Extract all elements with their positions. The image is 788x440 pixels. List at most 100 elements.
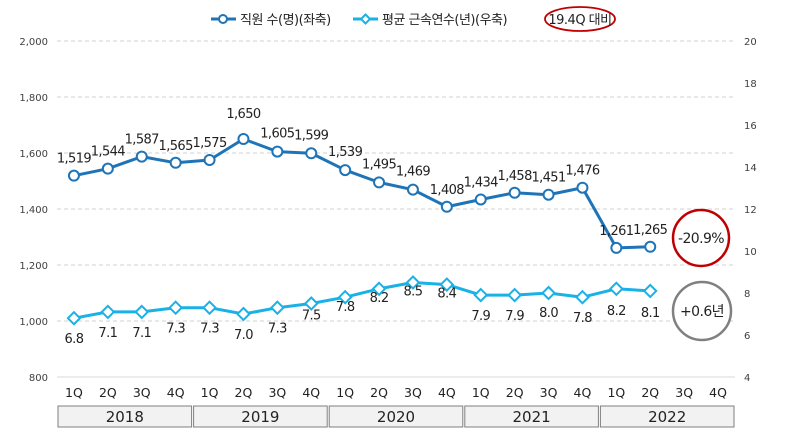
tenure-marker [439, 277, 455, 293]
employees-marker [339, 164, 352, 177]
tenure-marker [303, 296, 319, 311]
legend-employees-marker [218, 14, 228, 24]
tenure-marker [168, 300, 184, 316]
quarter-label: 4Q [574, 385, 592, 400]
tenure-marker [100, 304, 116, 320]
tenure-marker [575, 289, 590, 305]
employees-data-label: 1,261 [599, 224, 634, 239]
employees-data-label: 1,565 [159, 139, 194, 154]
tenure-marker [134, 304, 150, 320]
employees-data-label: 1,650 [226, 107, 261, 122]
tenure-marker [202, 300, 217, 316]
employees-data-label: 1,495 [362, 157, 397, 172]
left-tick-label: 2,000 [19, 37, 48, 48]
tenure-change-label: +0.6년 [680, 304, 724, 320]
right-tick-label: 16 [744, 121, 757, 132]
left-axis: 2,000 1,800 1,600 1,400 1,200 1,000 800 [19, 37, 48, 384]
employees-data-label: 1,408 [430, 183, 465, 198]
year-label: 2019 [241, 408, 279, 426]
year-box [599, 405, 735, 428]
quarter-label: 3Q [675, 385, 693, 400]
left-tick-label: 800 [29, 373, 48, 384]
quarter-label: 3Q [133, 385, 151, 400]
employees-data-label: 1,469 [396, 165, 431, 180]
quarter-label: 4Q [167, 385, 185, 400]
employees-marker [135, 150, 148, 163]
employees-marker [610, 241, 623, 254]
employees-marker [203, 154, 216, 166]
tenure-marker [269, 300, 285, 316]
employees-marker [440, 200, 453, 213]
employees-marker [237, 133, 250, 145]
tenure-data-label: 8.2 [370, 291, 389, 306]
tenure-data-label: 8.1 [641, 306, 660, 321]
gridlines [57, 40, 735, 378]
tenure-marker [507, 287, 523, 303]
tenure-data-label: 6.8 [65, 332, 84, 347]
quarter-label: 4Q [438, 385, 456, 400]
quarter-label: 4Q [709, 385, 727, 400]
tenure-marker [608, 281, 624, 297]
employees-data-label: 1,476 [565, 164, 600, 179]
year-label: 2021 [513, 408, 551, 426]
quarter-label: 2Q [235, 385, 253, 400]
employees-data-label: 1,575 [192, 136, 227, 151]
employees-data-label: 1,519 [57, 152, 92, 167]
year-label: 2020 [377, 408, 415, 426]
right-tick-label: 10 [744, 247, 757, 258]
legend: 직원 수(명)(좌축) 평균 근속연수(년)(우축) 19.4Q 대비 [211, 6, 616, 32]
tenure-marker [541, 285, 556, 301]
tenure-data-label: 7.5 [302, 309, 321, 324]
employees-marker [644, 240, 657, 253]
tenure-data-label: 7.3 [200, 322, 219, 337]
right-tick-label: 14 [744, 163, 757, 174]
tenure-data-label: 7.1 [132, 326, 151, 341]
quarter-label: 1Q [65, 385, 83, 400]
left-tick-label: 1,400 [19, 205, 48, 216]
year-box [328, 405, 464, 428]
tenure-data-label: 7.8 [573, 311, 592, 326]
quarter-label: 1Q [336, 385, 354, 400]
left-tick-label: 1,600 [19, 149, 48, 160]
left-tick-label: 1,000 [19, 317, 48, 328]
comparison-base-label: 19.4Q 대비 [548, 13, 611, 28]
right-tick-label: 18 [744, 79, 757, 90]
quarter-label: 3Q [404, 385, 422, 400]
tenure-marker [473, 287, 489, 303]
tenure-marker [337, 289, 353, 305]
employees-data-label: 1,265 [633, 223, 668, 238]
tenure-data-label: 7.9 [471, 309, 490, 324]
tenure-marker [405, 275, 421, 290]
quarter-label: 2Q [506, 385, 524, 400]
quarter-label: 1Q [472, 385, 490, 400]
quarter-label: 4Q [302, 385, 320, 400]
employees-marker [406, 183, 419, 196]
tenure-data-label: 8.5 [404, 285, 423, 300]
employees-marker [576, 181, 589, 194]
tenure-data-label: 8.0 [539, 306, 558, 321]
employees-marker [169, 156, 182, 169]
tenure-data-label: 7.0 [234, 328, 253, 343]
series-tenure: 6.8 7.1 7.1 7.3 7.3 7.0 7.3 7.5 7.8 8.2 8.5 8.4 7.9 7… [65, 275, 661, 347]
employees-marker [305, 147, 318, 160]
tenure-change-circle [671, 280, 733, 342]
legend-tenure: 평균 근속연수(년)(우축) [353, 13, 508, 28]
employees-marker [508, 186, 521, 199]
employees-data-label: 1,458 [498, 169, 533, 184]
right-tick-label: 8 [744, 289, 750, 300]
legend-employees-label: 직원 수(명)(좌축) [240, 13, 331, 28]
employees-data-label: 1,451 [531, 171, 566, 186]
tenure-data-label: 7.8 [336, 300, 355, 315]
year-box [193, 405, 328, 428]
quarter-label: 2Q [641, 385, 659, 400]
tenure-marker [371, 281, 387, 297]
quarter-label: 1Q [201, 385, 219, 400]
tenure-change-annotation: +0.6년 [671, 280, 733, 342]
employees-marker [271, 145, 284, 158]
legend-employees: 직원 수(명)(좌축) [211, 13, 331, 28]
quarter-label: 2Q [99, 385, 117, 400]
legend-tenure-label: 평균 근속연수(년)(우축) [382, 13, 507, 28]
quarter-label: 1Q [607, 385, 625, 400]
